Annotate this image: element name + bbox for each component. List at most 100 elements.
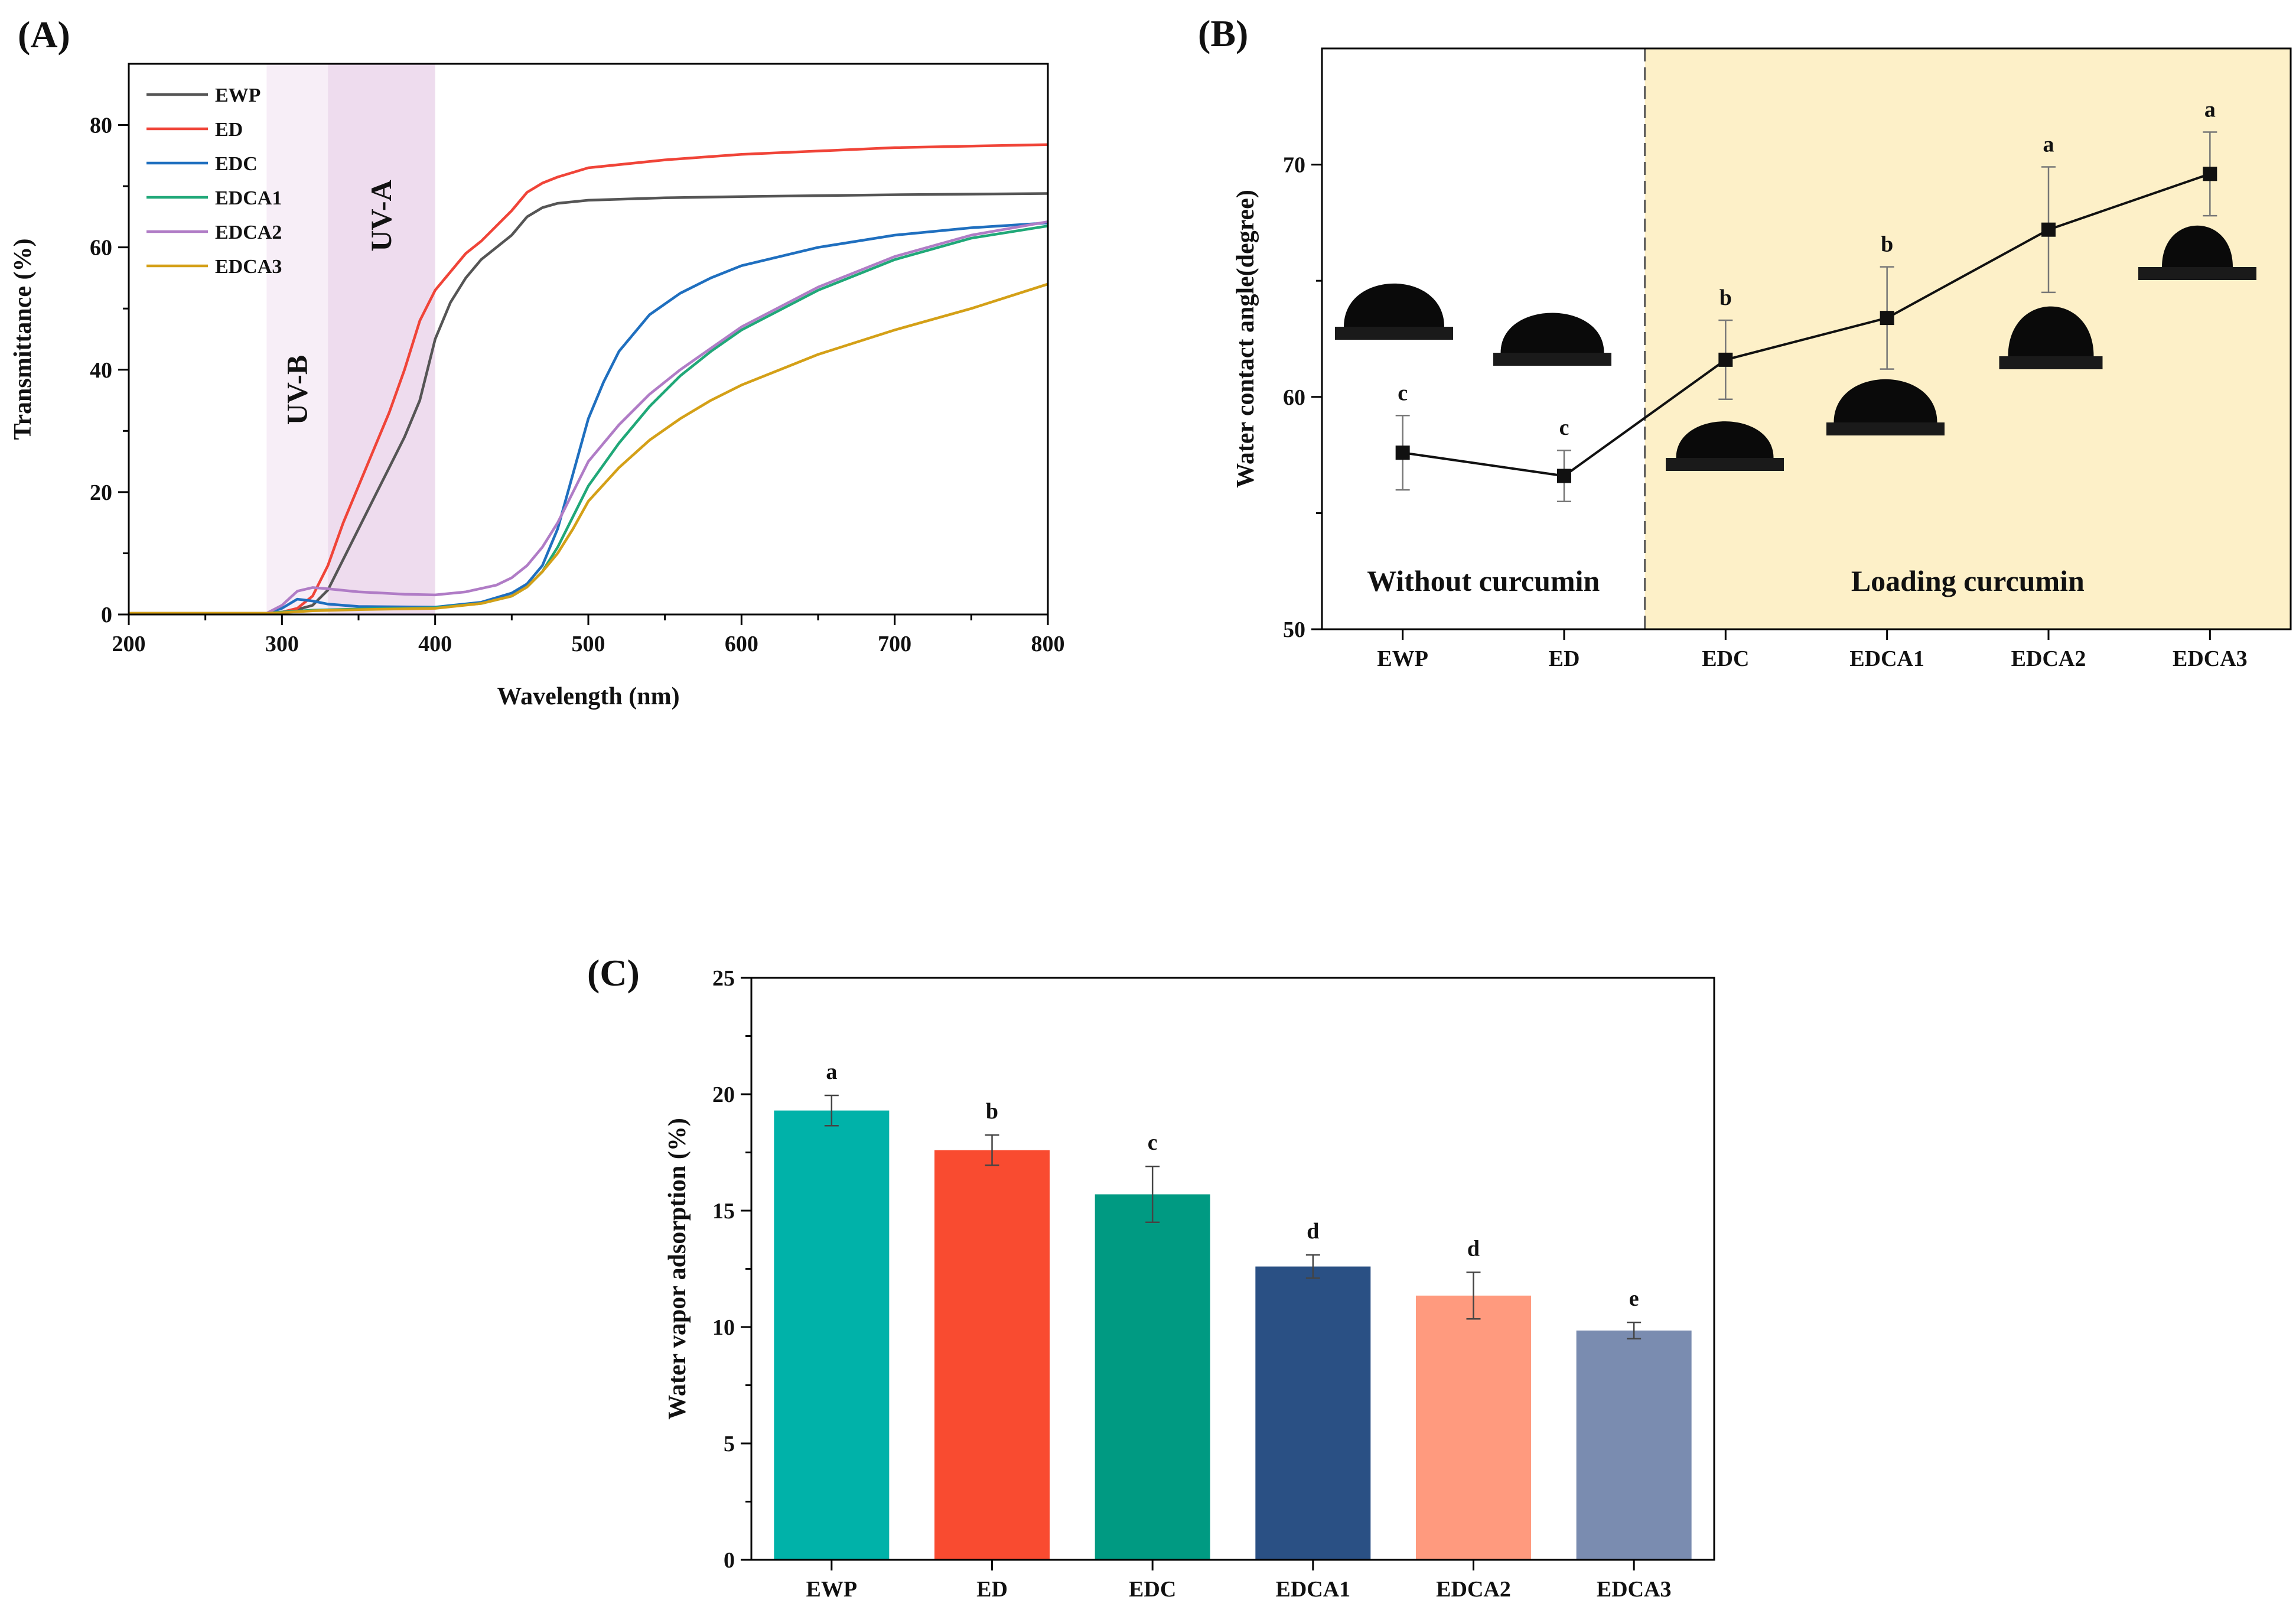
water-droplet-image: [2008, 306, 2094, 356]
x-tick-label: EDCA1: [1275, 1577, 1350, 1602]
data-point-edca2: [2041, 222, 2056, 237]
significance-letter: b: [1719, 285, 1732, 310]
significance-letter: a: [2204, 97, 2216, 122]
droplet-substrate: [1666, 458, 1784, 471]
water-droplet-image: [1833, 379, 1937, 422]
series-line-ewp: [129, 192, 1048, 615]
y-tick-label: 40: [90, 358, 112, 383]
bar-ed: [934, 1150, 1050, 1560]
y-tick-label: 25: [712, 966, 735, 991]
panel-c: a b c d d e EWP ED EDC EDCA1 EDCA2 EDCA3 0 5 10 15 20 25 W…: [587, 952, 1715, 1602]
y-tick-label: 20: [712, 1082, 735, 1107]
y-tick-label: 0: [724, 1548, 735, 1573]
uv-band: [328, 64, 435, 614]
x-tick-label: ED: [1549, 646, 1580, 671]
water-droplet-image: [1500, 313, 1604, 353]
y-tick-label: 50: [1283, 617, 1305, 642]
series-line-edca3: [129, 282, 1048, 615]
bar-ewp: [774, 1110, 890, 1560]
droplet-substrate: [2138, 267, 2256, 280]
droplet-substrate: [1826, 422, 1945, 435]
without-curcumin-label: Without curcumin: [1367, 564, 1600, 597]
y-axis-label: Transmittance (%): [9, 239, 37, 440]
y-tick-label: 60: [1283, 385, 1305, 410]
panel-label-c: (C): [587, 952, 640, 994]
data-point-edca3: [2203, 167, 2217, 181]
significance-letter: c: [1559, 415, 1569, 440]
significance-letter: b: [986, 1099, 998, 1124]
x-axis-label: Wavelength (nm): [497, 683, 679, 710]
bar-edc: [1095, 1194, 1210, 1560]
droplet-substrate: [1335, 327, 1453, 340]
significance-letter: d: [1307, 1219, 1319, 1244]
uv-a-label: UV-A: [364, 180, 398, 251]
x-tick-label: EDCA1: [1849, 646, 1924, 671]
contact-angle-line: [1402, 173, 2210, 477]
droplet-substrate: [1999, 356, 2103, 369]
x-tick-label: EDCA3: [2173, 646, 2248, 671]
x-tick-label: 800: [1031, 632, 1065, 656]
water-droplet-image: [2162, 225, 2233, 267]
x-tick-label: 400: [418, 632, 452, 656]
data-point-edc: [1718, 352, 1733, 367]
water-droplet-image: [1344, 283, 1444, 327]
series-line-edc: [129, 221, 1048, 615]
series-line-edca2: [129, 220, 1048, 615]
x-tick-label: EDCA2: [2011, 646, 2086, 671]
data-point-ewp: [1395, 445, 1410, 460]
legend-label: EDC: [215, 153, 258, 175]
plot-frame: [1321, 47, 2292, 630]
significance-letter: b: [1881, 232, 1893, 257]
legend-label: EDCA1: [215, 187, 282, 209]
loading-curcumin-label: Loading curcumin: [1851, 564, 2085, 597]
x-tick-label: EWP: [806, 1577, 858, 1602]
x-tick-label: 700: [878, 632, 911, 656]
panel-label-a: (A): [18, 14, 70, 56]
legend-label: EDCA2: [215, 222, 282, 243]
legend-label: EDCA3: [215, 256, 282, 278]
significance-letter: a: [2043, 132, 2054, 157]
legend-label: EWP: [215, 84, 260, 106]
x-tick-label: 600: [725, 632, 758, 656]
legend-label: ED: [215, 119, 243, 141]
x-tick-label: EWP: [1377, 646, 1428, 671]
bar-edca1: [1255, 1266, 1371, 1560]
x-tick-label: 300: [265, 632, 299, 656]
uv-b-label: UV-B: [280, 355, 313, 425]
x-tick-label: EDC: [1129, 1577, 1176, 1602]
water-droplet-image: [1676, 421, 1774, 458]
panel-label-b: (B): [1198, 12, 1248, 54]
x-tick-label: EDCA2: [1436, 1577, 1511, 1602]
bar-edca2: [1416, 1295, 1531, 1560]
y-tick-label: 10: [712, 1315, 735, 1340]
significance-letter: c: [1398, 381, 1408, 405]
panel-a: UV-B UV-A 200 300 400 500 600 700 800 0 20 40 60 80 Wa…: [9, 14, 1065, 710]
x-tick-label: 200: [112, 632, 146, 656]
significance-letter: a: [826, 1059, 837, 1084]
x-tick-label: EDCA3: [1597, 1577, 1672, 1602]
droplet-substrate: [1493, 353, 1611, 366]
y-tick-label: 60: [90, 236, 112, 261]
significance-letter: e: [1629, 1286, 1639, 1311]
panel-b: c c b b a a EWP ED EDC EDCA1 EDCA2 EDCA3 50 60 70 Witho…: [1198, 12, 2292, 671]
y-tick-label: 80: [90, 113, 112, 138]
x-tick-label: ED: [976, 1577, 1008, 1602]
plot-frame: [750, 977, 1715, 1561]
data-point-ed: [1557, 469, 1571, 483]
x-tick-label: 500: [572, 632, 605, 656]
y-axis-label: Water vapor adsorption (%): [664, 1118, 691, 1420]
y-tick-label: 70: [1283, 153, 1305, 178]
y-tick-label: 15: [712, 1199, 735, 1224]
y-tick-label: 20: [90, 480, 112, 505]
bar-edca3: [1576, 1330, 1692, 1560]
significance-letter: c: [1148, 1130, 1158, 1155]
data-point-edca1: [1880, 311, 1894, 326]
loading-curcumin-region: [1644, 48, 2291, 629]
uv-band: [266, 64, 328, 614]
significance-letter: d: [1467, 1236, 1480, 1261]
y-tick-label: 0: [101, 603, 112, 627]
x-tick-label: EDC: [1702, 646, 1749, 671]
series-line-ed: [129, 143, 1048, 615]
y-tick-label: 5: [724, 1432, 735, 1456]
